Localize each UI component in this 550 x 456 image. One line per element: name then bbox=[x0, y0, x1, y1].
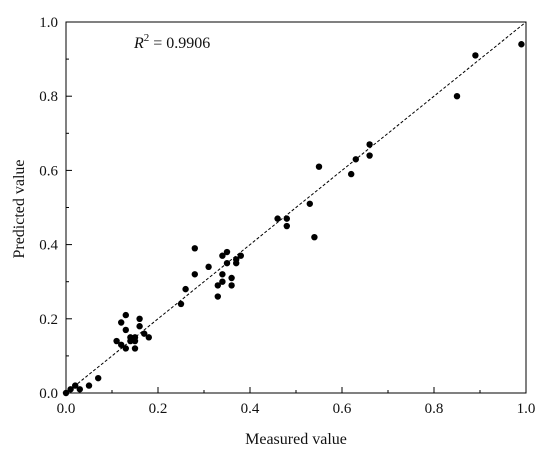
x-tick-label: 0.2 bbox=[149, 401, 168, 417]
data-point bbox=[191, 245, 198, 252]
data-point bbox=[122, 326, 129, 334]
data-point bbox=[472, 52, 479, 59]
y-tick-label: 1.0 bbox=[39, 15, 58, 31]
data-point bbox=[228, 274, 235, 282]
x-tick-label: 0.0 bbox=[57, 401, 76, 417]
data-point bbox=[352, 156, 359, 163]
data-point bbox=[219, 252, 226, 259]
data-point bbox=[141, 330, 148, 337]
data-point bbox=[76, 386, 84, 393]
data-points bbox=[62, 41, 525, 397]
data-point bbox=[228, 282, 235, 289]
x-axis-ticks: 0.0 0.2 0.4 0.6 0.8 1.0 bbox=[57, 387, 536, 417]
r-squared-variable: R bbox=[133, 35, 144, 52]
data-point bbox=[219, 271, 226, 278]
data-point bbox=[118, 319, 125, 326]
y-axis-ticks: 0.0 0.2 0.4 0.6 0.8 1.0 bbox=[39, 15, 72, 402]
x-tick-label: 0.4 bbox=[241, 401, 260, 417]
data-point bbox=[182, 285, 189, 293]
data-point bbox=[145, 334, 152, 341]
x-axis-title: Measured value bbox=[245, 431, 347, 448]
x-tick-label: 0.6 bbox=[333, 401, 352, 417]
data-point bbox=[237, 252, 244, 259]
data-point bbox=[453, 93, 461, 100]
y-tick-label: 0.4 bbox=[39, 238, 58, 254]
r-squared-value: = 0.9906 bbox=[149, 35, 210, 52]
data-point bbox=[219, 278, 226, 285]
data-point bbox=[177, 300, 185, 308]
x-tick-label: 0.8 bbox=[425, 401, 444, 417]
x-tick-label: 1.0 bbox=[517, 401, 536, 417]
data-point bbox=[311, 233, 318, 241]
data-point bbox=[122, 345, 129, 352]
data-point bbox=[67, 386, 74, 393]
data-point bbox=[223, 259, 231, 267]
data-point bbox=[348, 170, 355, 178]
data-point bbox=[205, 263, 212, 271]
data-point bbox=[127, 334, 134, 341]
data-point bbox=[274, 215, 281, 222]
y-tick-label: 0.0 bbox=[39, 386, 58, 402]
data-point bbox=[233, 256, 240, 263]
data-point bbox=[315, 163, 323, 170]
y-tick-label: 0.2 bbox=[39, 312, 58, 328]
data-point bbox=[283, 222, 290, 230]
data-point bbox=[122, 311, 129, 319]
data-point bbox=[113, 337, 120, 345]
data-point bbox=[95, 374, 102, 382]
data-point bbox=[306, 200, 313, 207]
data-point bbox=[72, 382, 79, 389]
y-axis-title: Predicted value bbox=[11, 159, 28, 258]
data-point bbox=[118, 341, 125, 348]
data-point bbox=[223, 248, 231, 256]
data-point bbox=[214, 293, 221, 300]
data-point bbox=[85, 382, 93, 389]
data-point bbox=[366, 141, 373, 148]
data-point bbox=[366, 152, 373, 159]
y-tick-label: 0.8 bbox=[39, 89, 58, 105]
reference-line-layer bbox=[65, 21, 527, 394]
r-squared-exponent: 2 bbox=[144, 32, 150, 44]
data-point bbox=[191, 271, 198, 278]
reference-line bbox=[65, 21, 527, 394]
data-point bbox=[131, 334, 139, 341]
data-point bbox=[131, 345, 139, 352]
data-point bbox=[283, 215, 290, 222]
data-point bbox=[518, 41, 525, 48]
data-point bbox=[136, 323, 143, 330]
data-point bbox=[214, 282, 221, 289]
y-tick-label: 0.6 bbox=[39, 163, 58, 179]
data-point bbox=[136, 315, 143, 322]
r-squared-annotation: R2 = 0.9906 bbox=[133, 32, 210, 52]
